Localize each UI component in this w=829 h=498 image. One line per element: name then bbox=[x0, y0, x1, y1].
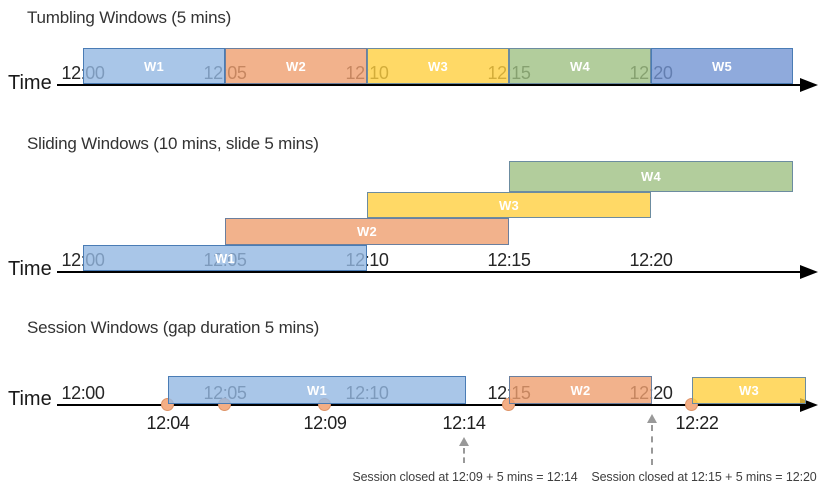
window-bar: W3 bbox=[367, 48, 509, 84]
window-bar: W1 bbox=[168, 376, 466, 404]
window-label: W3 bbox=[499, 197, 519, 213]
annotation-text: Session closed at 12:15 + 5 mins = 12:20 bbox=[591, 470, 817, 484]
diagram-title: Session Windows (gap duration 5 mins) bbox=[27, 318, 320, 337]
diagram-title: Tumbling Windows (5 mins) bbox=[27, 8, 232, 27]
window-bar: W4 bbox=[509, 48, 651, 84]
window-bar: W2 bbox=[225, 218, 509, 245]
time-axis bbox=[57, 404, 803, 406]
session-close-arrow-stem bbox=[463, 448, 465, 463]
window-label: W3 bbox=[739, 383, 759, 398]
window-label: W4 bbox=[641, 169, 661, 184]
window-label: W1 bbox=[144, 58, 164, 74]
time-axis-label: Time bbox=[8, 258, 52, 280]
diagram-title: Sliding Windows (10 mins, slide 5 mins) bbox=[27, 134, 319, 153]
axis-arrowhead-icon bbox=[800, 78, 818, 92]
window-bar: W1 bbox=[83, 245, 367, 271]
time-axis-label: Time bbox=[8, 388, 52, 410]
session-close-arrow-icon bbox=[459, 437, 469, 446]
window-bar: W4 bbox=[509, 161, 793, 192]
window-label: W3 bbox=[428, 58, 448, 74]
window-bar: W2 bbox=[509, 376, 652, 404]
event-time-label: 12:04 bbox=[146, 413, 190, 433]
window-bar: W2 bbox=[225, 48, 367, 84]
window-bar: W5 bbox=[651, 48, 793, 84]
tick-label: 12:00 bbox=[61, 383, 105, 403]
time-axis bbox=[57, 84, 803, 86]
window-bar: W3 bbox=[692, 377, 806, 404]
window-bar: W3 bbox=[367, 192, 651, 218]
window-label: W5 bbox=[712, 58, 732, 74]
window-label: W1 bbox=[307, 382, 327, 398]
window-label: W2 bbox=[570, 382, 591, 398]
session-close-arrow-icon bbox=[647, 414, 657, 423]
window-bar: W1 bbox=[83, 48, 225, 84]
window-label: W2 bbox=[286, 58, 306, 74]
window-label: W2 bbox=[357, 224, 377, 239]
session-close-arrow-stem bbox=[651, 425, 653, 465]
time-axis-label: Time bbox=[8, 72, 52, 94]
time-axis bbox=[57, 271, 803, 273]
tick-label: 12:15 bbox=[487, 250, 531, 270]
event-time-label: 12:22 bbox=[675, 413, 719, 433]
window-label: W4 bbox=[570, 58, 590, 74]
event-time-label: 12:14 bbox=[442, 413, 486, 433]
event-time-label: 12:09 bbox=[303, 413, 347, 433]
axis-arrowhead-icon bbox=[800, 265, 818, 279]
annotation-text: Session closed at 12:09 + 5 mins = 12:14 bbox=[352, 470, 578, 484]
window-label: W1 bbox=[215, 250, 235, 266]
tick-label: 12:20 bbox=[629, 250, 673, 270]
